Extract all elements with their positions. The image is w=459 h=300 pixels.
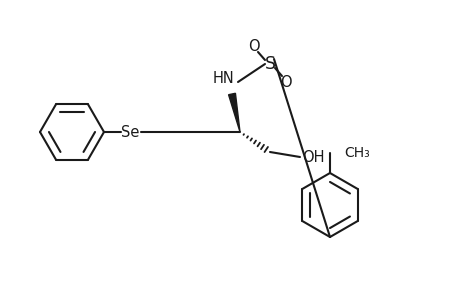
- Text: O: O: [248, 38, 259, 53]
- Text: HN: HN: [213, 71, 235, 86]
- Polygon shape: [228, 93, 240, 132]
- Text: S: S: [264, 55, 275, 73]
- Text: CH₃: CH₃: [343, 146, 369, 160]
- Text: O: O: [280, 74, 291, 89]
- Text: OH: OH: [302, 149, 324, 164]
- Text: Se: Se: [121, 124, 139, 140]
